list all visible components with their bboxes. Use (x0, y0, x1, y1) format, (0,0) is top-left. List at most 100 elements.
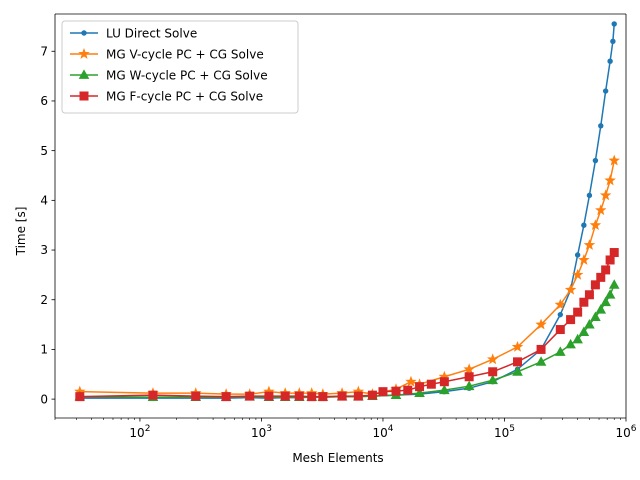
data-point (611, 21, 617, 27)
data-point (604, 289, 616, 299)
data-point (584, 290, 594, 300)
legend-box (61, 20, 299, 114)
y-tick-label: 0 (40, 392, 48, 406)
legend-item: MG V-cycle PC + CG Solve (70, 47, 264, 61)
data-point (463, 380, 475, 391)
data-point (598, 123, 604, 129)
series-layer (74, 21, 620, 402)
data-point (378, 387, 388, 397)
data-point (574, 252, 581, 258)
data-point (487, 374, 499, 385)
data-point (245, 391, 255, 401)
x-tick-label: 105 (494, 424, 515, 440)
data-point (595, 204, 607, 216)
data-point (571, 268, 584, 280)
legend-marker (81, 30, 87, 36)
data-point (535, 318, 547, 330)
legend-item: MG W-cycle PC + CG Solve (70, 68, 268, 82)
data-point (565, 338, 576, 349)
data-point (592, 157, 599, 164)
data-point (595, 304, 607, 314)
legend-label: LU Direct Solve (106, 26, 197, 40)
data-point (609, 248, 619, 258)
data-point (566, 315, 576, 325)
data-point (555, 346, 566, 356)
data-point (512, 366, 523, 376)
data-point (353, 391, 363, 401)
data-point (590, 280, 600, 290)
y-tick-label: 5 (40, 144, 48, 158)
axes: 0 1 2 3 4 5 6 7 102 103 104 105 106 (40, 13, 637, 440)
data-point (601, 265, 611, 275)
data-point (367, 390, 377, 400)
data-point (555, 325, 565, 335)
data-point (535, 356, 547, 366)
legend-marker (79, 91, 89, 101)
legend-label: MG V-cycle PC + CG Solve (106, 47, 264, 61)
legend-marker (78, 48, 90, 59)
data-point (75, 392, 85, 402)
data-point (578, 253, 590, 265)
data-point (536, 344, 546, 354)
data-point (439, 377, 449, 387)
y-tick-label: 1 (40, 343, 48, 357)
data-point (488, 367, 498, 377)
data-point (391, 386, 401, 396)
data-point (583, 239, 596, 250)
data-point (610, 38, 616, 45)
y-tick-label: 2 (40, 293, 48, 307)
data-point (439, 384, 450, 395)
data-point (605, 255, 615, 265)
data-point (403, 385, 413, 395)
data-point (600, 296, 611, 307)
data-point (464, 372, 474, 382)
data-point (589, 219, 602, 231)
data-point (264, 391, 274, 401)
y-axis-label: Time [s] (14, 207, 28, 257)
data-point (557, 311, 564, 318)
data-point (573, 307, 583, 317)
series-4 (75, 248, 619, 402)
data-point (578, 326, 590, 336)
legend-label: MG W-cycle PC + CG Solve (106, 68, 268, 82)
y-tick-label: 4 (40, 194, 48, 208)
data-point (572, 333, 583, 344)
data-point (513, 357, 523, 367)
legend-marker (78, 69, 90, 79)
data-point (318, 392, 328, 402)
data-point (584, 318, 595, 329)
data-point (405, 375, 417, 387)
data-point (415, 382, 425, 392)
data-point (463, 363, 475, 375)
legend: LU Direct Solve MG V-cycle PC + CG Solve M… (61, 20, 299, 114)
data-point (511, 340, 524, 352)
data-point (221, 392, 231, 402)
data-point (564, 283, 577, 295)
data-point (307, 392, 317, 402)
data-point (438, 370, 451, 382)
data-point (280, 391, 290, 401)
x-axis-label: Mesh Elements (292, 451, 383, 465)
legend-item: MG F-cycle PC + CG Solve (70, 89, 263, 103)
x-tick-label: 103 (251, 424, 272, 440)
data-point (191, 391, 201, 401)
data-point (596, 272, 606, 282)
data-point (554, 298, 567, 310)
data-point (608, 154, 620, 166)
legend-label: MG F-cycle PC + CG Solve (106, 89, 263, 103)
y-tick-label: 7 (40, 44, 48, 58)
data-point (148, 390, 158, 400)
data-point (602, 88, 609, 94)
x-tick-label: 102 (129, 424, 150, 440)
data-point (607, 58, 613, 64)
data-point (608, 279, 620, 289)
data-point (590, 311, 601, 322)
y-tick-label: 3 (40, 243, 48, 257)
data-point (426, 379, 436, 389)
data-point (337, 391, 347, 401)
data-point (263, 385, 275, 397)
data-point (599, 189, 612, 201)
data-point (586, 192, 593, 199)
data-point (294, 391, 304, 401)
